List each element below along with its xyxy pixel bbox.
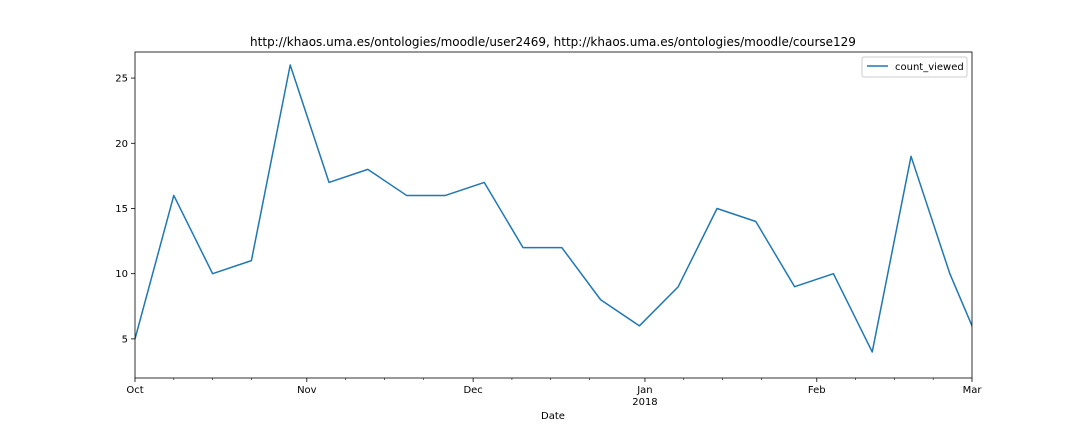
x-tick-label: Oct xyxy=(126,385,143,396)
legend: count_viewed xyxy=(861,56,968,78)
axes-frame xyxy=(134,51,973,379)
y-tick-label: 25 xyxy=(115,74,128,85)
y-tick-label: 5 xyxy=(122,334,128,345)
y-tick-label: 20 xyxy=(115,139,128,150)
chart-title: http://khaos.uma.es/ontologies/moodle/us… xyxy=(250,35,856,49)
x-tick-label: Jan xyxy=(636,385,652,396)
x-tick-sublabel: 2018 xyxy=(632,397,657,408)
y-tick-label: 15 xyxy=(115,204,128,215)
legend-box xyxy=(861,56,968,78)
legend-label: count_viewed xyxy=(895,62,964,73)
series-line-count_viewed xyxy=(135,64,972,353)
x-tick-label: Mar xyxy=(963,385,983,396)
y-tick-label: 10 xyxy=(115,269,128,280)
x-tick-label: Nov xyxy=(297,385,317,396)
x-axis-label: Date xyxy=(541,411,565,422)
x-tick-label: Feb xyxy=(808,385,826,396)
x-tick-label: Dec xyxy=(463,385,482,396)
